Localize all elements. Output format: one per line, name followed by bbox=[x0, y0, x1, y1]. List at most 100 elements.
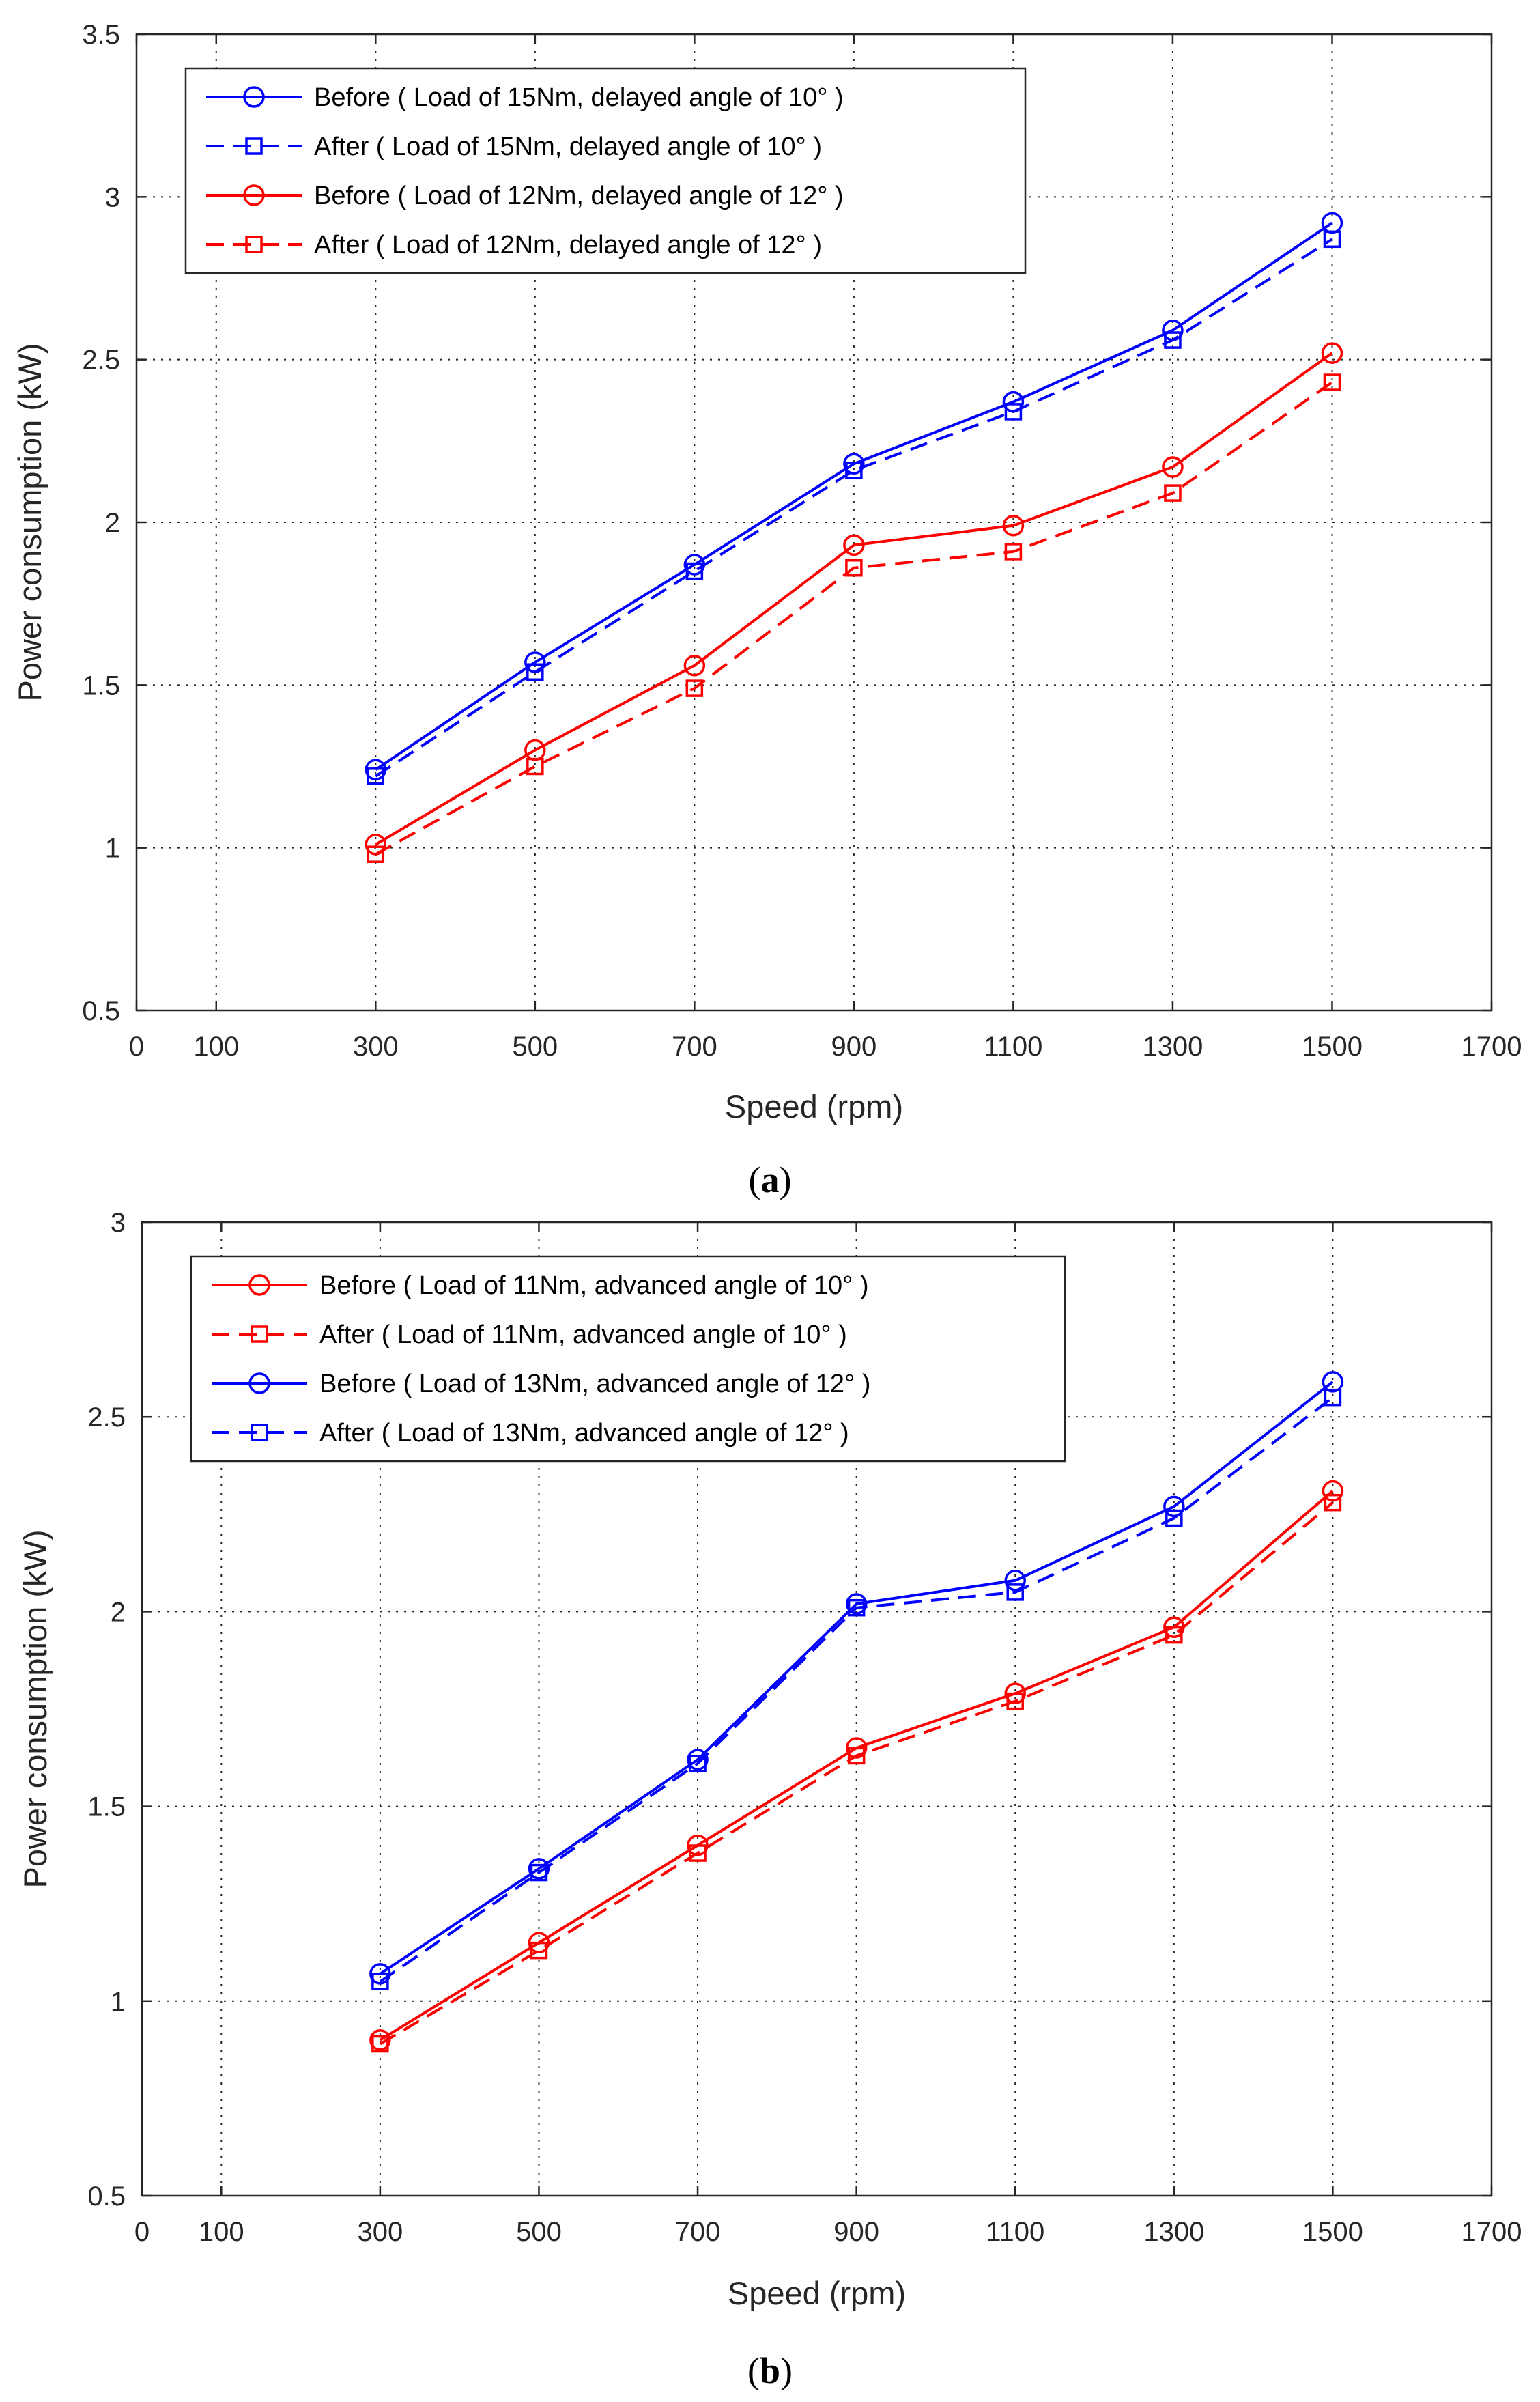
x-tick-label: 1100 bbox=[984, 1032, 1042, 1062]
y-tick-label: 0.5 bbox=[82, 996, 120, 1026]
data-point-circle bbox=[1321, 342, 1343, 364]
legend-label: Before ( Load of 15Nm, delayed angle of … bbox=[314, 83, 844, 112]
legend-marker-square bbox=[245, 236, 263, 253]
data-point-square bbox=[845, 461, 863, 479]
data-point-square bbox=[1004, 403, 1023, 421]
data-point-square bbox=[526, 757, 544, 776]
data-point-square bbox=[1004, 543, 1023, 561]
data-point-square bbox=[371, 1973, 389, 1991]
data-point-circle bbox=[1004, 1682, 1026, 1704]
y-tick-label: 3 bbox=[105, 182, 120, 212]
series-line bbox=[375, 381, 1333, 856]
data-point-square bbox=[847, 1598, 866, 1617]
data-point-circle bbox=[369, 2029, 391, 2051]
x-tick-label: 1100 bbox=[986, 2217, 1044, 2247]
chart-b: 0 100 300 500 700 900 1100 1300 1500 1700 0.5 1 1.5 2… bbox=[17, 1208, 1522, 2391]
x-tick-label: 500 bbox=[512, 1032, 558, 1062]
legend-box bbox=[190, 1255, 1066, 1463]
legend-marker-circle bbox=[248, 1372, 270, 1394]
y-tick-label: 3 bbox=[111, 1208, 126, 1238]
data-point-square bbox=[367, 845, 385, 863]
caption-paren-open: ( bbox=[747, 2350, 760, 2391]
caption-paren-open: ( bbox=[749, 1159, 761, 1200]
x-tick-label: 1500 bbox=[1302, 2217, 1363, 2247]
y-tick-label: 3.5 bbox=[82, 20, 120, 50]
x-tick-label: 0 bbox=[129, 1032, 144, 1062]
series-line bbox=[375, 238, 1333, 778]
caption-paren-close: ) bbox=[780, 2350, 793, 2391]
y-tick-label: 0.5 bbox=[87, 2181, 126, 2212]
series-line bbox=[375, 352, 1333, 846]
data-point-circle bbox=[843, 534, 865, 556]
x-tick-label: 1700 bbox=[1461, 1032, 1522, 1062]
data-point-circle bbox=[1162, 456, 1184, 478]
legend-marker-square bbox=[245, 137, 263, 155]
legend-marker-circle bbox=[243, 184, 265, 206]
data-point-square bbox=[845, 559, 863, 577]
data-point-square bbox=[689, 1755, 707, 1772]
x-axis-label: Speed (rpm) bbox=[728, 2275, 906, 2311]
x-tick-label: 700 bbox=[675, 2217, 721, 2247]
x-tick-label: 100 bbox=[193, 1032, 239, 1062]
data-point-circle bbox=[1322, 1480, 1344, 1502]
legend-label: Before ( Load of 13Nm, advanced angle of… bbox=[319, 1370, 870, 1398]
legend-label: After ( Load of 15Nm, delayed angle of 1… bbox=[314, 132, 822, 161]
data-point-circle bbox=[687, 1749, 709, 1770]
x-tick-label: 1700 bbox=[1461, 2217, 1522, 2247]
legend: Before ( Load of 15Nm, delayed angle of … bbox=[184, 67, 1027, 274]
data-point-square bbox=[367, 767, 385, 785]
data-point-circle bbox=[1004, 1570, 1026, 1592]
data-point-square bbox=[1164, 484, 1182, 502]
legend-marker-circle bbox=[243, 86, 265, 108]
x-tick-label: 1300 bbox=[1143, 2217, 1204, 2247]
y-tick-label: 2.5 bbox=[87, 1402, 126, 1432]
y-tick-label: 1 bbox=[111, 1987, 126, 2017]
y-axis-label: Power consumption (kW) bbox=[17, 1530, 53, 1889]
data-point-square bbox=[685, 562, 704, 580]
data-point-square bbox=[371, 2035, 389, 2053]
legend: Before ( Load of 11Nm, advanced angle of… bbox=[190, 1255, 1066, 1463]
series-line bbox=[379, 1501, 1334, 2046]
data-point-square bbox=[530, 1863, 548, 1882]
data-point-circle bbox=[845, 1737, 868, 1759]
series-line bbox=[379, 1381, 1334, 1975]
y-tick-label: 1.5 bbox=[87, 1792, 126, 1822]
y-tick-label: 2 bbox=[111, 1597, 126, 1627]
data-point-square bbox=[526, 663, 544, 681]
data-point-square bbox=[1323, 373, 1341, 391]
y-tick-label: 1 bbox=[105, 834, 120, 864]
data-point-circle bbox=[1322, 1371, 1344, 1393]
data-point-circle bbox=[1163, 1495, 1185, 1518]
axes-box bbox=[135, 33, 1493, 1012]
series-line bbox=[379, 1396, 1334, 1983]
data-point-square bbox=[1324, 1493, 1342, 1512]
legend-box bbox=[184, 67, 1027, 274]
data-point-square bbox=[1323, 230, 1341, 249]
data-point-square bbox=[847, 1747, 866, 1765]
legend-label: Before ( Load of 11Nm, advanced angle of… bbox=[319, 1271, 869, 1300]
legend-marker-circle bbox=[248, 1274, 270, 1296]
data-point-square bbox=[1165, 1626, 1183, 1644]
data-point-square bbox=[689, 1844, 707, 1862]
caption-paren-close: ) bbox=[780, 1159, 792, 1200]
x-tick-label: 1500 bbox=[1302, 1032, 1363, 1062]
x-tick-label: 1300 bbox=[1142, 1032, 1203, 1062]
caption-letter: b bbox=[760, 2350, 780, 2391]
x-tick-label: 900 bbox=[831, 1032, 877, 1062]
data-point-circle bbox=[524, 651, 546, 673]
legend-label: After ( Load of 11Nm, advanced angle of … bbox=[319, 1320, 847, 1349]
x-tick-label: 300 bbox=[353, 1032, 399, 1062]
data-point-square bbox=[1165, 1509, 1183, 1527]
y-axis-label: Power consumption (kW) bbox=[12, 343, 48, 702]
y-tick-label: 2.5 bbox=[82, 345, 120, 376]
x-tick-label: 500 bbox=[516, 2217, 562, 2247]
x-tick-label: 300 bbox=[358, 2217, 403, 2247]
x-tick-label: 0 bbox=[134, 2217, 149, 2247]
y-tick-label: 2 bbox=[105, 508, 120, 538]
data-point-circle bbox=[843, 453, 865, 475]
data-point-square bbox=[1164, 331, 1182, 349]
legend-label: After ( Load of 12Nm, delayed angle of 1… bbox=[314, 231, 822, 259]
data-point-circle bbox=[687, 1834, 709, 1856]
data-point-square bbox=[1006, 1692, 1024, 1710]
